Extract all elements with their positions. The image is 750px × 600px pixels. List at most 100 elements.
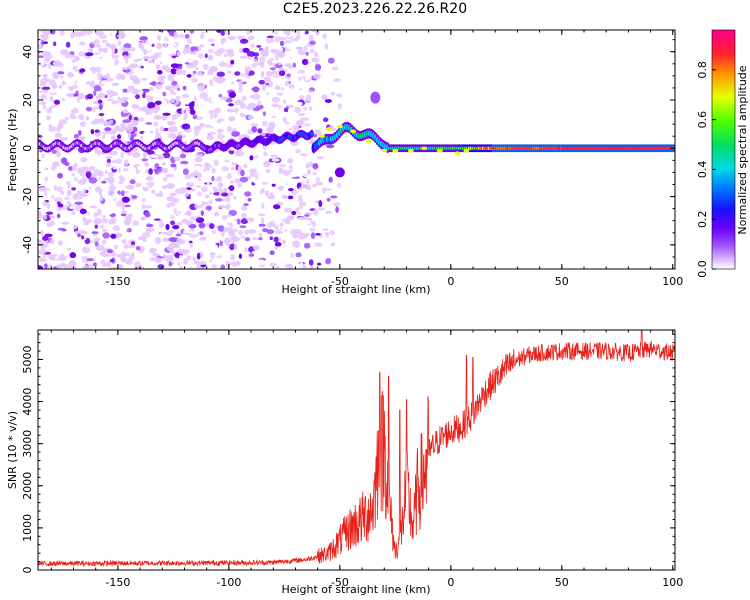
noise-speckle bbox=[213, 112, 218, 119]
noise-speckle bbox=[295, 46, 304, 50]
noise-speckle bbox=[126, 228, 132, 233]
noise-speckle bbox=[99, 34, 108, 40]
noise-speckle bbox=[67, 86, 74, 90]
noise-speckle bbox=[171, 80, 178, 86]
noise-speckle bbox=[235, 43, 242, 47]
carrier-core bbox=[635, 147, 639, 150]
noise-speckle bbox=[218, 235, 223, 239]
noise-speckle bbox=[156, 42, 162, 50]
noise-speckle bbox=[114, 58, 119, 66]
noise-speckle bbox=[74, 201, 83, 205]
noise-speckle bbox=[40, 94, 47, 100]
noise-speckle bbox=[54, 197, 63, 203]
y-tick-label: 3000 bbox=[21, 430, 34, 458]
noise-speckle bbox=[158, 30, 162, 33]
carrier-hotspot bbox=[319, 134, 326, 139]
snr-plot-area bbox=[38, 330, 675, 568]
noise-speckle bbox=[156, 193, 162, 196]
noise-speckle bbox=[155, 32, 164, 36]
noise-speckle bbox=[172, 114, 177, 120]
noise-speckle bbox=[265, 71, 273, 77]
noise-speckle bbox=[193, 96, 197, 102]
noise-speckle bbox=[252, 250, 256, 254]
noise-speckle bbox=[197, 191, 202, 197]
noise-speckle bbox=[183, 130, 192, 133]
noise-speckle bbox=[66, 119, 72, 123]
noise-speckle bbox=[144, 162, 150, 167]
noise-speckle bbox=[286, 263, 293, 269]
noise-speckle bbox=[93, 85, 102, 92]
noise-speckle bbox=[327, 57, 335, 64]
y-tick-label: 40 bbox=[21, 45, 34, 59]
noise-speckle bbox=[325, 257, 332, 265]
noise-speckle bbox=[118, 175, 124, 180]
noise-speckle bbox=[196, 252, 201, 260]
noise-speckle bbox=[142, 186, 149, 192]
noise-speckle bbox=[286, 73, 291, 77]
noise-speckle bbox=[88, 187, 92, 190]
noise-speckle bbox=[237, 35, 243, 40]
noise-speckle bbox=[261, 188, 265, 193]
noise-speckle bbox=[324, 43, 329, 50]
noise-speckle bbox=[79, 68, 86, 73]
noise-speckle bbox=[121, 239, 127, 244]
carrier-hotspot bbox=[365, 139, 372, 143]
noise-speckle bbox=[182, 85, 187, 91]
noise-speckle bbox=[292, 125, 300, 132]
noise-speckle bbox=[146, 38, 153, 41]
noise-speckle bbox=[97, 170, 103, 177]
noise-speckle bbox=[204, 170, 210, 177]
noise-speckle bbox=[210, 97, 216, 103]
noise-speckle bbox=[248, 35, 255, 41]
noise-speckle bbox=[274, 31, 279, 34]
noise-speckle bbox=[325, 188, 332, 191]
noise-speckle bbox=[194, 66, 199, 71]
noise-speckle bbox=[213, 211, 220, 217]
noise-speckle bbox=[326, 197, 331, 202]
noise-speckle bbox=[240, 102, 246, 109]
noise-speckle bbox=[182, 49, 188, 55]
noise-speckle bbox=[57, 111, 63, 118]
noise-speckle bbox=[299, 88, 303, 91]
noise-speckle bbox=[53, 41, 57, 47]
noise-speckle bbox=[189, 30, 195, 34]
noise-speckle bbox=[240, 218, 249, 225]
noise-speckle bbox=[107, 98, 113, 102]
noise-speckle bbox=[231, 166, 235, 170]
noise-speckle bbox=[57, 122, 64, 130]
noise-speckle bbox=[286, 43, 294, 50]
noise-speckle bbox=[200, 197, 208, 202]
noise-speckle bbox=[217, 77, 226, 82]
noise-speckle bbox=[107, 210, 113, 215]
noise-speckle bbox=[89, 205, 98, 209]
noise-speckle bbox=[249, 171, 255, 178]
noise-speckle bbox=[119, 223, 125, 230]
noise-speckle bbox=[216, 100, 222, 106]
noise-speckle bbox=[159, 219, 164, 224]
noise-speckle bbox=[50, 51, 57, 56]
noise-speckle bbox=[274, 246, 278, 250]
noise-speckle bbox=[50, 165, 56, 171]
noise-speckle bbox=[265, 82, 270, 86]
noise-speckle bbox=[308, 259, 314, 266]
noise-speckle bbox=[92, 262, 97, 267]
noise-speckle bbox=[282, 218, 290, 222]
noise-speckle bbox=[239, 225, 247, 229]
noise-speckle bbox=[98, 179, 102, 184]
noise-speckle bbox=[303, 45, 308, 51]
noise-speckle bbox=[243, 206, 248, 211]
noise-speckle bbox=[69, 114, 77, 119]
noise-speckle bbox=[209, 92, 214, 99]
noise-speckle bbox=[190, 216, 197, 221]
noise-speckle bbox=[278, 167, 284, 174]
noise-speckle bbox=[75, 90, 79, 97]
carrier-core bbox=[649, 147, 653, 150]
noise-speckle bbox=[198, 261, 207, 266]
noise-speckle bbox=[201, 31, 205, 35]
noise-speckle bbox=[186, 196, 191, 200]
noise-speckle bbox=[151, 189, 156, 194]
noise-speckle bbox=[264, 190, 270, 197]
noise-speckle bbox=[138, 236, 146, 241]
noise-speckle bbox=[101, 239, 107, 245]
noise-speckle bbox=[96, 54, 105, 57]
